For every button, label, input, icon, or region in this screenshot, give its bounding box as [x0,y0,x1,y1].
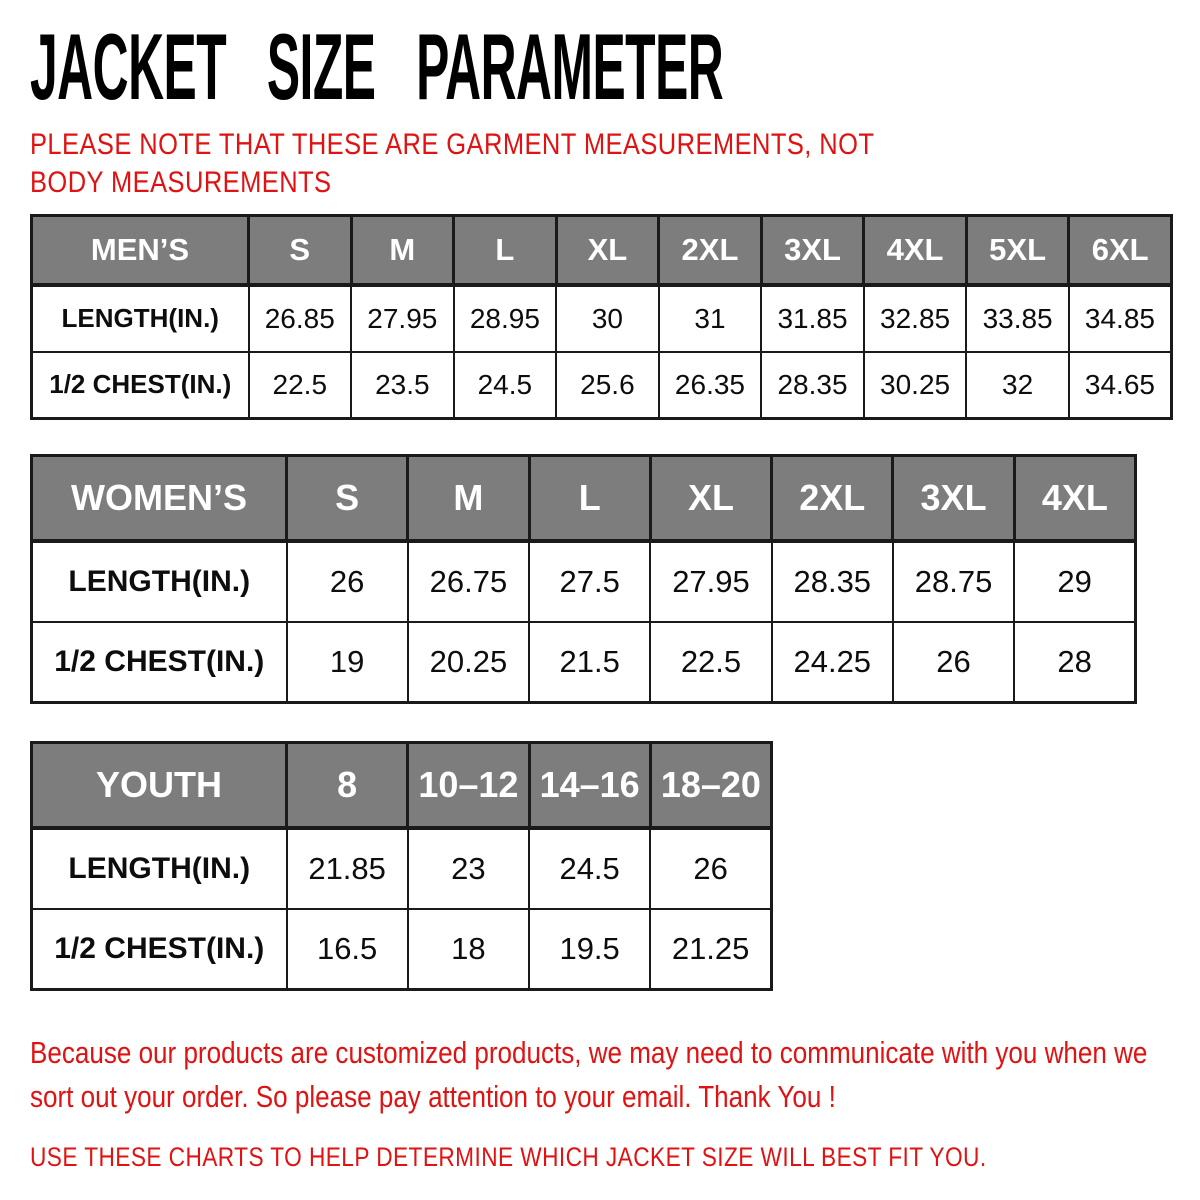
mens-size-header: M [349,214,456,287]
mens-value-cell: 30.25 [862,350,968,420]
youth-value-cell: 23 [406,826,531,910]
mens-value-cell: 25.6 [555,350,660,420]
womens-value-cell: 29 [1013,539,1137,623]
mens-size-header: 2XL [657,214,763,287]
row-label: LENGTH(IN.) [30,283,250,353]
mens-size-header: S [247,214,353,287]
title-wrap: JACKET SIZE PARAMETER [30,14,1200,119]
mens-size-header: 3XL [759,214,866,287]
youth-size-header: 18–20 [648,741,774,830]
mens-value-cell: 33.85 [965,283,1070,353]
womens-value-cell: 21.5 [528,620,652,704]
garment-measurement-note: PLEASE NOTE THAT THESE ARE GARMENT MEASU… [30,128,874,199]
row-label: 1/2 CHEST(IN.) [30,620,288,704]
womens-value-cell: 22.5 [649,620,773,704]
mens-size-header: 5XL [964,214,1071,287]
womens-measurement-row: 1/2 CHEST(IN.) 19 20.25 21.5 22.5 24.25 26 28 [30,620,1137,704]
womens-value-cell: 20.25 [406,620,531,704]
mens-value-cell: 22.5 [247,350,353,420]
mens-value-cell: 32 [965,350,1070,420]
mens-value-cell: 26.85 [247,283,353,353]
mens-measurement-row: LENGTH(IN.) 26.85 27.95 28.95 30 31 31.85 32.85… [30,283,1173,353]
mens-value-cell: 30 [555,283,660,353]
mens-header-row: MEN’S S M L XL 2XL 3XL 4XL 5XL 6XL [30,214,1173,287]
womens-value-cell: 27.5 [528,539,652,623]
mens-value-cell: 23.5 [350,350,455,420]
womens-header-row: WOMEN’S S M L XL 2XL 3XL 4XL [30,454,1138,543]
mens-value-cell: 24.5 [452,350,558,420]
youth-measurement-row: LENGTH(IN.) 21.85 23 24.5 26 [30,826,773,910]
womens-value-cell: 28.75 [891,539,1016,623]
youth-value-cell: 19.5 [527,907,652,991]
page-title: JACKET SIZE PARAMETER [30,14,724,119]
mens-size-table: MEN’S S M L XL 2XL 3XL 4XL 5XL 6XL LENGTH(IN.) 26.… [30,214,1173,420]
youth-size-header: 14–16 [527,741,652,830]
row-label: 1/2 CHEST(IN.) [30,350,250,420]
mens-size-header: 6XL [1067,214,1173,287]
mens-value-cell: 34.85 [1067,283,1173,353]
mens-value-cell: 32.85 [862,283,968,353]
customization-notice: Because our products are customized prod… [30,1035,1148,1114]
womens-value-cell: 27.95 [649,539,773,623]
youth-value-cell: 18 [406,907,531,991]
womens-size-header: XL [648,454,774,543]
womens-value-cell: 26.75 [406,539,531,623]
womens-value-cell: 24.25 [770,620,894,704]
womens-table-title: WOMEN’S [30,454,288,543]
womens-value-cell: 26 [285,539,409,623]
mens-size-header: XL [554,214,661,287]
youth-value-cell: 24.5 [527,826,652,910]
womens-measurement-row: LENGTH(IN.) 26 26.75 27.5 27.95 28.35 28.75 29 [30,539,1137,623]
youth-value-cell: 21.25 [649,907,773,991]
mens-value-cell: 34.65 [1067,350,1173,420]
mens-size-header: L [452,214,558,287]
mens-value-cell: 31 [657,283,763,353]
womens-value-cell: 26 [891,620,1016,704]
row-label: 1/2 CHEST(IN.) [30,907,288,991]
youth-size-table: YOUTH 8 10–12 14–16 18–20 LENGTH(IN.) 21.85 23… [30,741,774,991]
mens-value-cell: 27.95 [350,283,455,353]
womens-size-header: 4XL [1012,454,1138,543]
mens-value-cell: 26.35 [657,350,763,420]
womens-size-header: 2XL [770,454,895,543]
chart-usage-note: USE THESE CHARTS TO HELP DETERMINE WHICH… [30,1142,987,1172]
youth-size-header: 10–12 [406,741,531,830]
mens-size-header: 4XL [862,214,968,287]
mens-measurement-row: 1/2 CHEST(IN.) 22.5 23.5 24.5 25.6 26.35 28.35… [30,350,1173,420]
mens-value-cell: 31.85 [760,283,865,353]
youth-size-header: 8 [284,741,410,830]
mens-table-title: MEN’S [30,214,250,287]
row-label: LENGTH(IN.) [30,826,288,910]
womens-size-header: S [284,454,410,543]
womens-size-header: 3XL [891,454,1016,543]
youth-value-cell: 16.5 [285,907,409,991]
womens-value-cell: 28.35 [770,539,894,623]
youth-measurement-row: 1/2 CHEST(IN.) 16.5 18 19.5 21.25 [30,907,773,991]
mens-value-cell: 28.95 [452,283,558,353]
row-label: LENGTH(IN.) [30,539,288,623]
womens-size-header: M [406,454,531,543]
womens-value-cell: 19 [285,620,409,704]
youth-table-title: YOUTH [30,741,288,830]
womens-value-cell: 28 [1013,620,1137,704]
womens-size-header: L [527,454,652,543]
womens-size-table: WOMEN’S S M L XL 2XL 3XL 4XL LENGTH(IN.) 26 26.75… [30,454,1138,704]
youth-header-row: YOUTH 8 10–12 14–16 18–20 [30,741,774,830]
youth-value-cell: 26 [649,826,773,910]
mens-value-cell: 28.35 [760,350,865,420]
youth-value-cell: 21.85 [285,826,409,910]
